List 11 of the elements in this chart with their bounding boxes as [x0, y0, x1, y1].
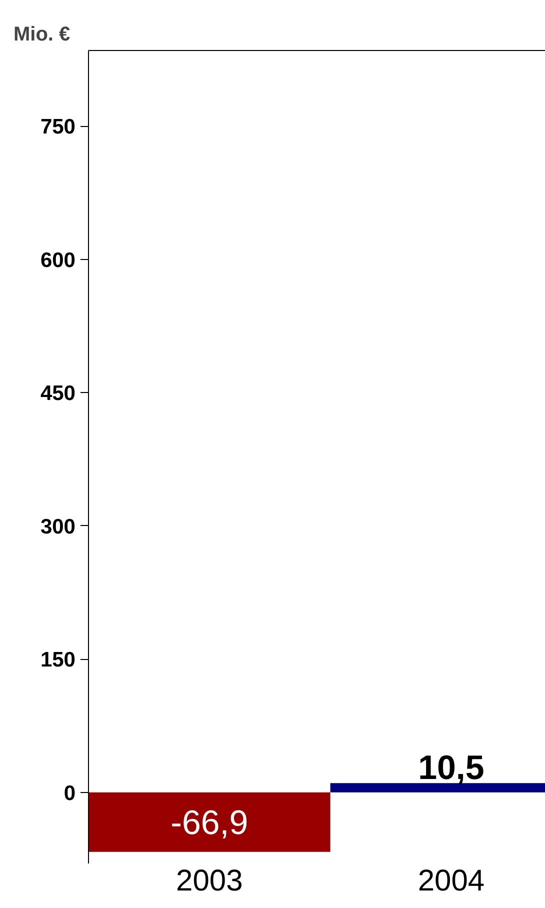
data-label: -66,9: [170, 804, 248, 842]
y-tick-label: 150: [40, 648, 76, 672]
y-axis-title: Mio. €: [14, 24, 70, 46]
y-tick-label: 600: [40, 248, 76, 272]
x-tick-label: 2004: [418, 864, 485, 898]
x-tick-label: 2003: [176, 864, 243, 898]
y-tick-label: 300: [40, 515, 76, 538]
y-tick-label: 450: [40, 382, 76, 406]
data-label: 10,5: [418, 749, 484, 788]
y-tick-label: 750: [40, 116, 76, 139]
y-tick-label: 0: [64, 782, 76, 805]
